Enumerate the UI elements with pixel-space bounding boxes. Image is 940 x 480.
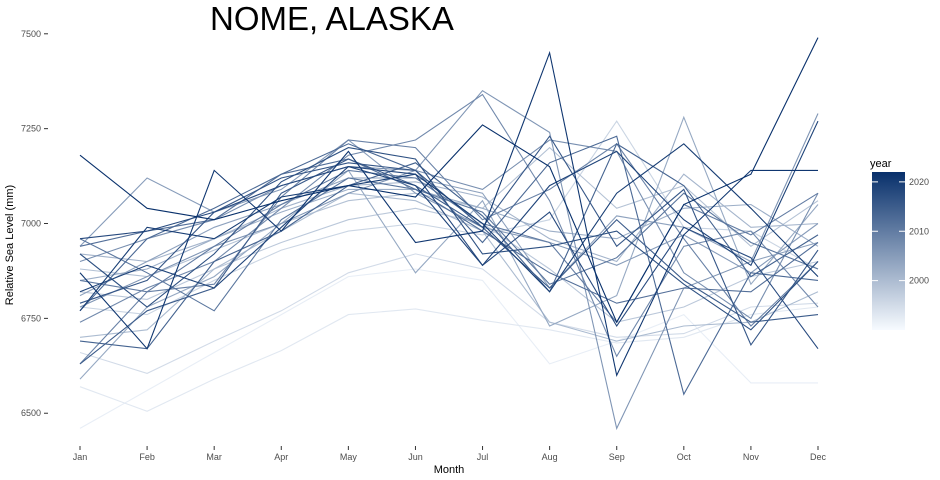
chart-title: NOME, ALASKA: [210, 0, 454, 37]
y-tick-label: 7250: [21, 124, 41, 134]
x-tick-label: Apr: [274, 452, 288, 462]
x-axis-title: Month: [434, 464, 465, 476]
series-line-2022: [79, 37, 819, 324]
x-tick-label: Jan: [73, 452, 88, 462]
x-tick-label: Dec: [810, 452, 827, 462]
series-line-2006: [79, 89, 819, 431]
series-line-2008: [79, 93, 819, 358]
series-line-1992: [79, 268, 818, 429]
series-line-2012: [79, 158, 819, 304]
series-lines: [79, 37, 819, 431]
legend-title: year: [870, 158, 892, 170]
x-tick-label: Nov: [743, 452, 760, 462]
series-line-1995: [79, 253, 819, 374]
x-tick-label: Aug: [542, 452, 558, 462]
series-line-2020: [79, 143, 819, 312]
series-line-2004: [79, 177, 819, 297]
x-axis: Jan Feb Mar Apr May Jun Jul Aug Sep Oct Nov Dec: [73, 446, 827, 462]
legend-tick-label: 2020: [909, 177, 929, 187]
series-line-2018: [79, 166, 819, 350]
series-line-1993: [79, 306, 819, 412]
series-line-2021: [79, 50, 818, 378]
y-tick-label: 6500: [21, 408, 41, 418]
x-tick-label: Oct: [677, 452, 692, 462]
series-line-2019: [79, 120, 819, 293]
legend-colorbar: [872, 172, 905, 330]
x-tick-label: Jun: [408, 452, 423, 462]
x-tick-label: Mar: [206, 452, 222, 462]
x-tick-label: Feb: [139, 452, 155, 462]
y-axis: 6500 6750 7000 7250 7500: [21, 29, 48, 418]
series-line-2009: [79, 139, 819, 365]
x-tick-label: Jul: [477, 452, 489, 462]
series-line-2014: [79, 143, 819, 350]
legend-tick-label: 2000: [909, 276, 929, 286]
y-tick-label: 7000: [21, 219, 41, 229]
x-tick-label: Sep: [609, 452, 625, 462]
x-tick-label: May: [340, 452, 358, 462]
legend-tick-label: 2010: [909, 226, 929, 236]
y-axis-title: Relative Sea Level (mm): [4, 185, 16, 305]
color-legend: year 2000 2010 2020: [870, 158, 929, 330]
y-tick-label: 6750: [21, 313, 41, 323]
y-tick-label: 7500: [21, 29, 41, 39]
series-line-2017: [79, 147, 819, 331]
series-line-2000: [79, 192, 819, 342]
